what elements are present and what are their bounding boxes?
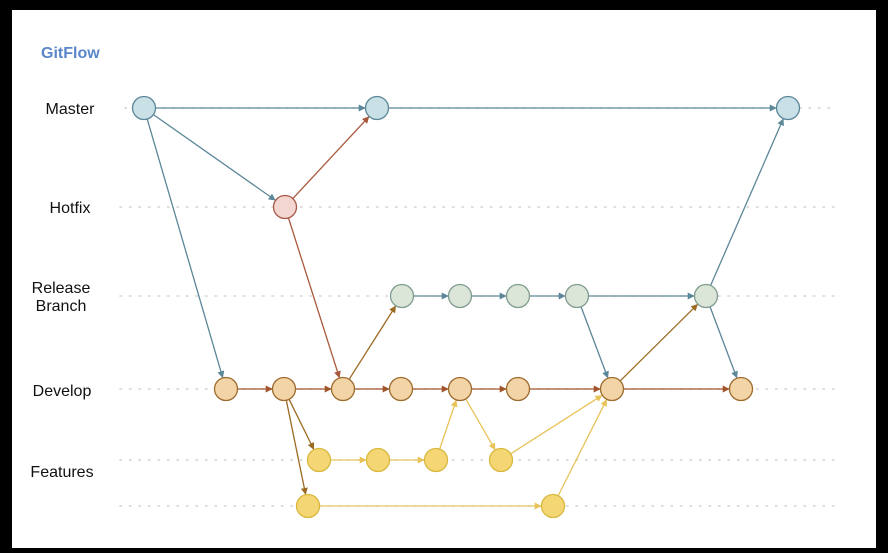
edge-d7-r5 bbox=[619, 303, 698, 382]
lane-label-hotfix: Hotfix bbox=[50, 200, 91, 217]
commit-feature-f1 bbox=[306, 447, 332, 473]
edge-d3-r1 bbox=[348, 305, 397, 380]
commit-release-r4 bbox=[564, 283, 590, 309]
commit-develop-d7 bbox=[599, 376, 625, 402]
commit-release-r3 bbox=[505, 283, 531, 309]
edges bbox=[146, 104, 784, 510]
edge-f4-d7 bbox=[510, 394, 603, 455]
commits bbox=[131, 95, 801, 519]
commit-feature-f3 bbox=[423, 447, 449, 473]
lane-label-features: Features bbox=[30, 464, 93, 481]
diagram-title: GitFlow bbox=[41, 45, 100, 62]
lane-lines bbox=[119, 107, 837, 507]
edge-h1-m2 bbox=[292, 116, 370, 200]
lane-label-release: Release Branch bbox=[32, 280, 91, 315]
commit-develop-d2 bbox=[271, 376, 297, 402]
commit-feature-g2 bbox=[540, 493, 566, 519]
commit-hotfix-h1 bbox=[272, 194, 298, 220]
lane-label-master: Master bbox=[46, 101, 96, 118]
edge-r5-d8 bbox=[709, 306, 738, 379]
edge-f3-d5 bbox=[439, 399, 458, 450]
commit-release-r5 bbox=[693, 283, 719, 309]
edge-h1-d3 bbox=[287, 217, 341, 379]
edge-g2-d7 bbox=[557, 399, 608, 497]
edge-d2-g1 bbox=[285, 400, 308, 495]
commit-master-m2 bbox=[364, 95, 390, 121]
commit-master-m1 bbox=[131, 95, 157, 121]
commit-master-m3 bbox=[775, 95, 801, 121]
commit-develop-d8 bbox=[728, 376, 754, 402]
commit-release-r2 bbox=[447, 283, 473, 309]
commit-develop-d3 bbox=[330, 376, 356, 402]
lane-label-develop: Develop bbox=[33, 383, 92, 400]
commit-develop-d1 bbox=[213, 376, 239, 402]
commit-develop-d4 bbox=[388, 376, 414, 402]
edge-d2-f1 bbox=[288, 399, 315, 450]
commit-feature-f2 bbox=[365, 447, 391, 473]
commit-develop-d5 bbox=[447, 376, 473, 402]
commit-release-r1 bbox=[389, 283, 415, 309]
commit-develop-d6 bbox=[505, 376, 531, 402]
edge-d5-f4 bbox=[465, 398, 496, 451]
lane-labels: Master Hotfix Release Branch Develop Features bbox=[30, 101, 95, 481]
edge-m1-d1 bbox=[146, 118, 225, 379]
commit-feature-g1 bbox=[295, 493, 321, 519]
edge-r4-d7 bbox=[580, 306, 609, 379]
edge-r5-m3 bbox=[710, 118, 784, 286]
commit-feature-f4 bbox=[488, 447, 514, 473]
edge-m1-h1 bbox=[153, 114, 276, 201]
